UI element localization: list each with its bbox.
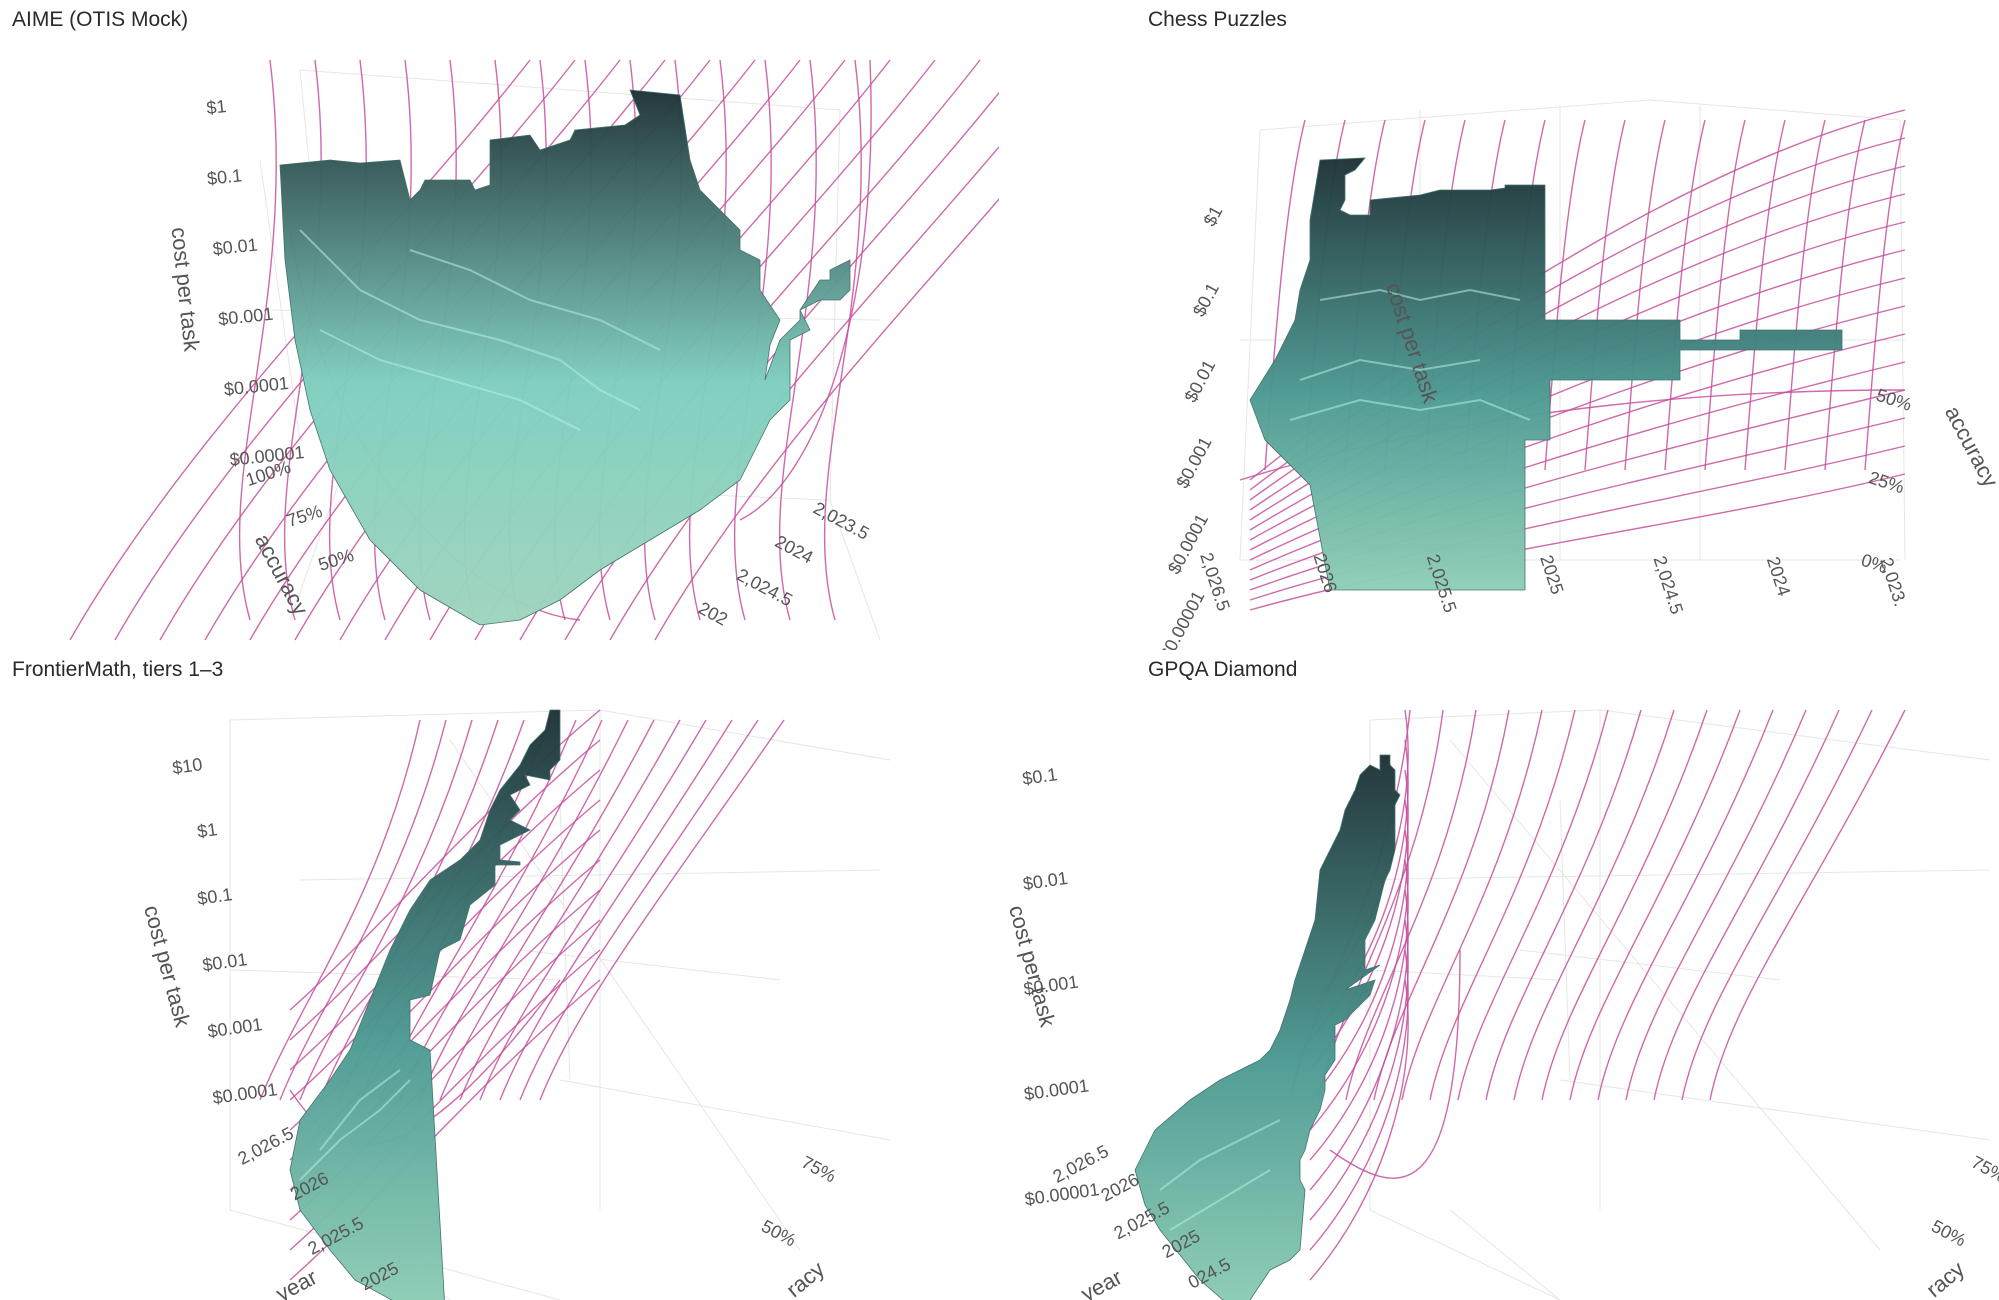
year-tick-label: 2024 [1763, 554, 1794, 598]
year-tick-label: 2025 [1536, 553, 1567, 597]
surface-gpqa [1134, 754, 1401, 1300]
cost-tick-label: $0.01 [1022, 868, 1069, 894]
cost-tick-label: $10 [171, 754, 204, 778]
cost-tick-label: $0.001 [206, 1014, 263, 1041]
accuracy-tick-label: 25% [1866, 467, 1906, 497]
year-tick-label: 2,024.5 [733, 565, 795, 611]
year-tick-label: 2,023.5 [810, 498, 872, 544]
cost-tick-label: $0.01 [201, 949, 248, 975]
year-tick-label: 2024 [772, 531, 817, 567]
chart-title: GPQA Diamond [1148, 658, 1298, 681]
year-axis-title: year [272, 1264, 322, 1300]
accuracy-tick-label: 75% [1968, 1152, 1999, 1187]
cost-tick-label: $0.00001 [1156, 587, 1209, 650]
accuracy-axis-title: racy [781, 1256, 829, 1300]
cost-tick-label: $0.1 [1021, 764, 1058, 789]
year-tick-label: 2,026.5 [1049, 1141, 1111, 1187]
cost-tick-label: $0.0001 [223, 373, 290, 400]
accuracy-tick-label: 50% [316, 545, 356, 575]
accuracy-tick-label: 50% [1874, 385, 1914, 415]
mesh-surface [1289, 709, 1906, 1281]
accuracy-axis-title: accuracy [250, 530, 313, 619]
cost-tick-label: $0.1 [196, 884, 233, 909]
chart-3d-scene[interactable]: $1$0.1$0.01$0.001$0.0001$0.0000150%25%0%… [1000, 0, 1999, 650]
accuracy-tick-label: 75% [798, 1152, 839, 1187]
chart-panel-gpqa: GPQA Diamond $0.1 $0.01 $0.001 $0.0001 $0.00… [1000, 650, 1999, 1300]
accuracy-axis-title: racy [1921, 1256, 1969, 1300]
year-tick-label: 202 [695, 598, 731, 630]
cost-axis-title: cost per task [139, 903, 196, 1031]
chart-panel-aime: AIME (OTIS Mock) $1 $0.1 $0.01 $0.001 $0.000… [0, 0, 999, 650]
year-tick-label: 2,023. [1876, 555, 1910, 609]
cost-tick-label: $0.001 [1172, 433, 1216, 491]
cost-tick-label: $1 [1199, 202, 1226, 229]
cost-tick-label: $0.1 [206, 165, 243, 189]
cost-tick-label: $0.001 [217, 304, 274, 330]
cost-tick-label: $0.01 [212, 234, 259, 259]
cost-tick-label: $0.0001 [1023, 1075, 1090, 1104]
cost-tick-label: $1 [196, 819, 219, 842]
chart-3d-scene[interactable]: $10 $1 $0.1 $0.01 $0.001 $0.0001 75% 50% 2,026.5… [0, 650, 999, 1300]
chart-title: AIME (OTIS Mock) [12, 8, 189, 31]
accuracy-axis-title: accuracy [1940, 402, 1999, 491]
accuracy-tick-label: 50% [1928, 1216, 1969, 1251]
year-tick-label: 2,024.5 [1650, 553, 1688, 616]
chart-3d-scene[interactable]: $0.1$0.01$0.001$0.0001$0.0000175%50%2,02… [1000, 650, 1999, 1300]
chart-panel-chess: Chess Puzzles $1 $0.1 $0.01 $0.001 $0.0001 $0… [1000, 0, 1999, 650]
cost-tick-label: $1 [205, 96, 227, 118]
accuracy-tick-label: 75% [284, 501, 324, 531]
year-tick-label: 2,026.5 [234, 1123, 296, 1169]
year-axis-title: year [1077, 1264, 1127, 1300]
chart-title: Chess Puzzles [1148, 8, 1287, 31]
surface-aime [279, 89, 851, 626]
chart-panel-frontiermath: FrontierMath, tiers 1–3 $10 $1 $0.1 $0.01 $0… [0, 650, 999, 1300]
year-tick-label: 2026 [1098, 1169, 1143, 1205]
cost-tick-label: $0.1 [1189, 279, 1223, 319]
cost-axis-title: cost per task [167, 226, 205, 354]
surface-chess [1249, 157, 1843, 591]
surface-frontiermath [289, 709, 561, 1300]
chart-3d-scene[interactable]: $1$0.1$0.01$0.001$0.0001$0.00001100%75%5… [0, 0, 999, 650]
cost-axis-title: cost per task [1004, 903, 1061, 1031]
cost-tick-label: $0.01 [1181, 356, 1220, 405]
cost-tick-label: $0.0001 [211, 1079, 278, 1108]
accuracy-tick-label: 50% [758, 1216, 799, 1251]
chart-title: FrontierMath, tiers 1–3 [12, 658, 224, 681]
